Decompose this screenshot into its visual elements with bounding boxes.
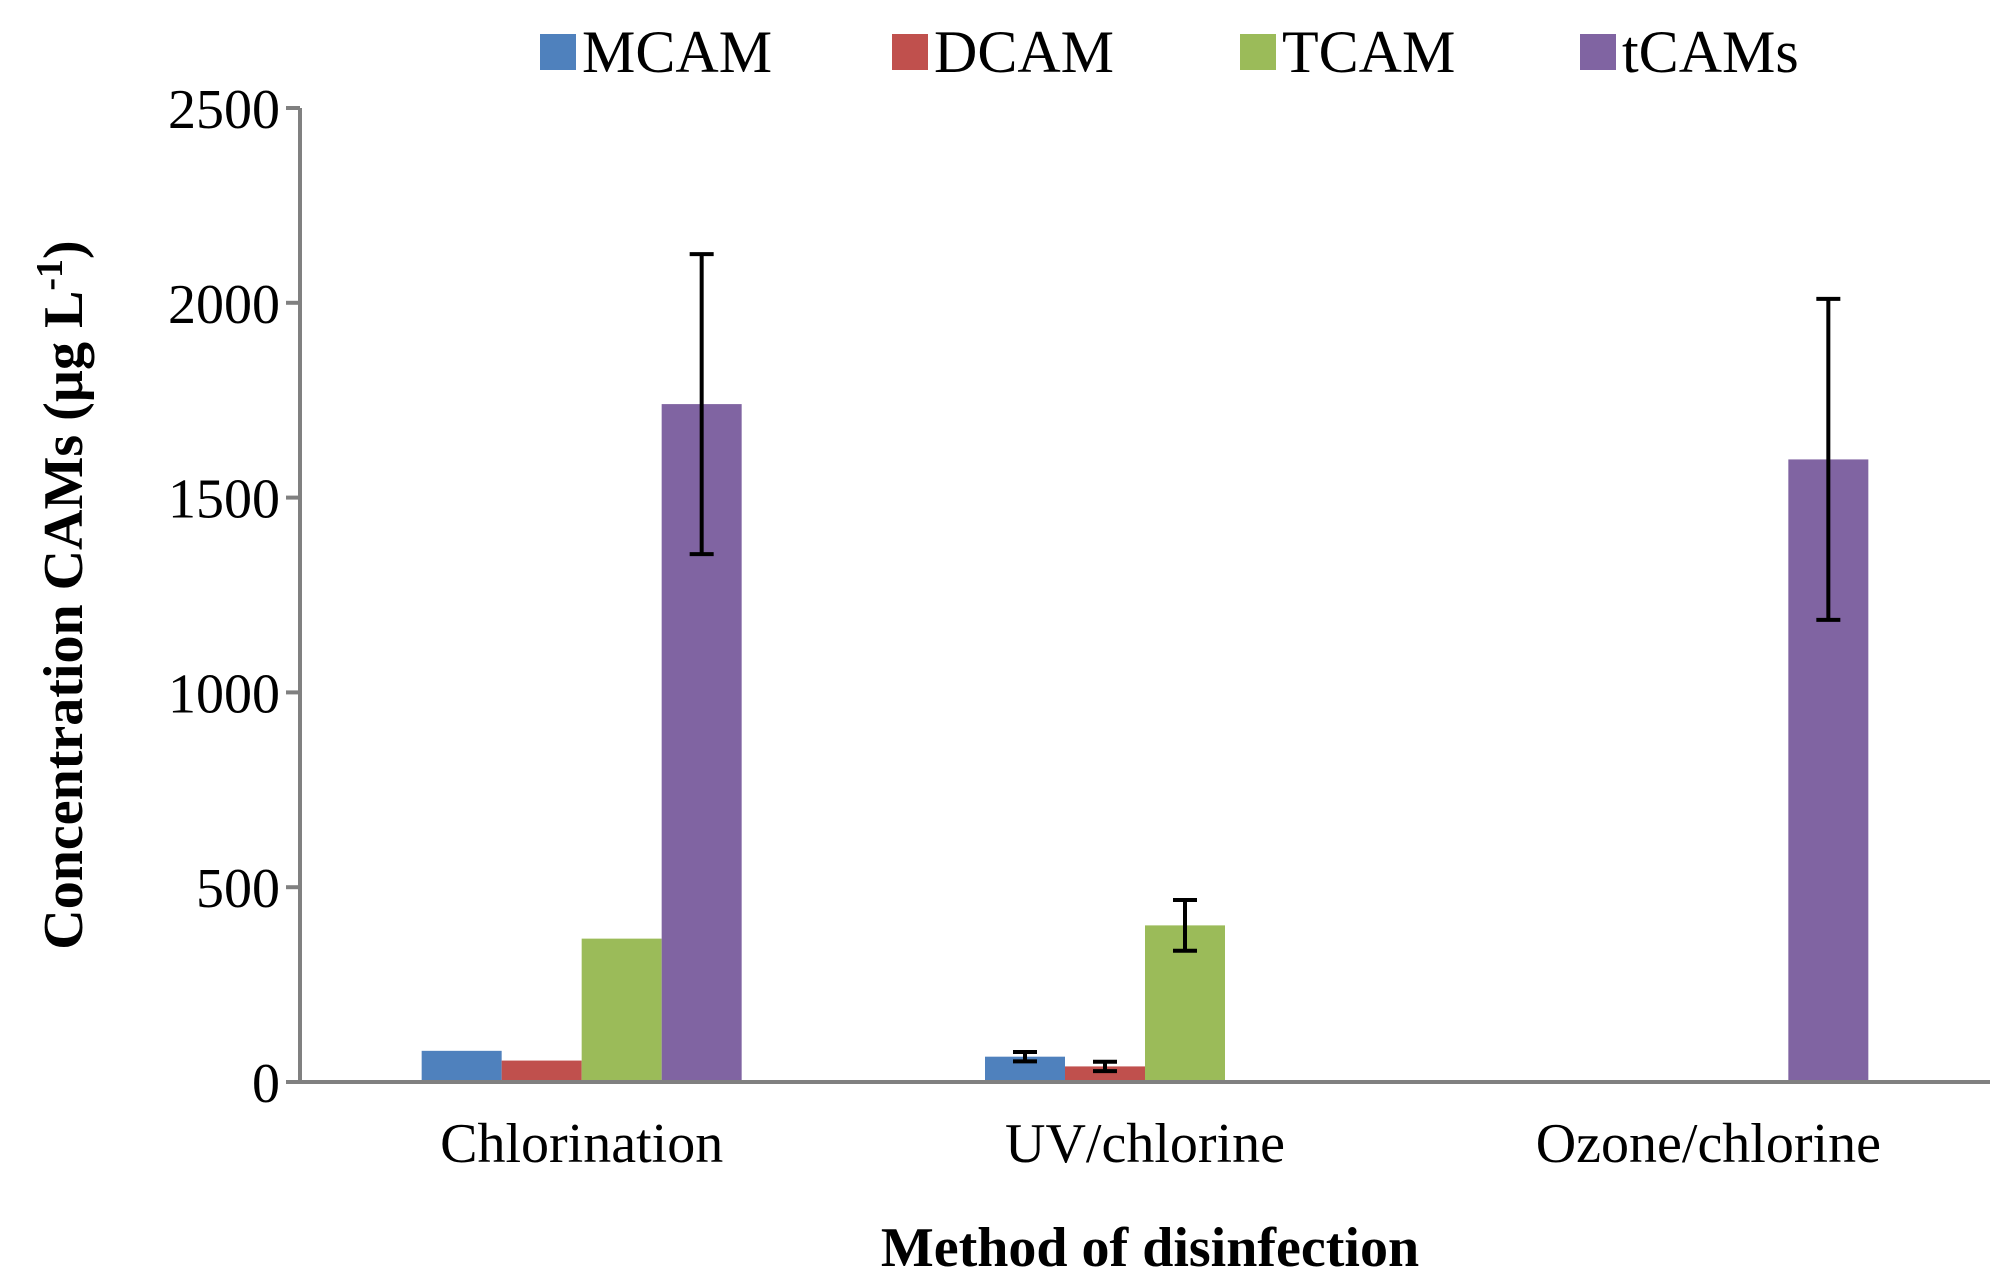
error-bar-MCAM-UV/chlorine [1013, 1050, 1037, 1064]
error-bars [689, 252, 1841, 1074]
y-axis-title: Concentration CAMs (µg L-1) [29, 240, 95, 949]
legend-item-MCAM: MCAM [540, 19, 772, 85]
legend-label-DCAM: DCAM [934, 19, 1114, 85]
error-bar-tCAMs-Chlorination [689, 252, 714, 557]
legend-label-tCAMs: tCAMs [1622, 19, 1799, 85]
legend-label-MCAM: MCAM [582, 19, 772, 85]
category-label-1: UV/chlorine [1005, 1113, 1285, 1175]
legend: MCAM DCAM TCAM tCAMs [540, 19, 1799, 85]
y-tick-label-2000: 2000 [168, 274, 280, 336]
legend-item-TCAM: TCAM [1240, 19, 1455, 85]
y-tick-label-0: 0 [252, 1053, 280, 1115]
error-bar-DCAM-UV/chlorine [1093, 1059, 1117, 1074]
bar-TCAM-Chlorination [581, 938, 662, 1082]
y-tick-label-1500: 1500 [168, 469, 280, 531]
legend-item-tCAMs: tCAMs [1580, 19, 1799, 85]
legend-swatch-TCAM [1240, 34, 1276, 70]
bar-DCAM-Chlorination [501, 1060, 582, 1082]
legend-swatch-MCAM [540, 34, 576, 70]
category-label-0: Chlorination [440, 1113, 723, 1175]
legend-swatch-DCAM [892, 34, 928, 70]
y-axis-title-close: ) [33, 240, 95, 259]
category-labels: Chlorination UV/chlorine Ozone/chlorine [440, 1113, 1881, 1175]
x-axis-title: Method of disinfection [881, 1217, 1419, 1279]
legend-label-TCAM: TCAM [1282, 19, 1455, 85]
bar-DCAM-UV/chlorine [1065, 1066, 1145, 1082]
y-tick-label-2500: 2500 [168, 79, 280, 141]
bars [421, 404, 1869, 1082]
y-axis-title-main: Concentration CAMs (µg L [33, 291, 95, 950]
y-axis-ticks: 0 500 1000 1500 2000 2500 [168, 79, 300, 1115]
legend-swatch-tCAMs [1580, 34, 1616, 70]
error-bar-TCAM-UV/chlorine [1173, 898, 1197, 953]
category-label-2: Ozone/chlorine [1536, 1113, 1881, 1175]
y-tick-label-1000: 1000 [168, 663, 280, 725]
legend-item-DCAM: DCAM [892, 19, 1114, 85]
bar-MCAM-Chlorination [421, 1050, 502, 1082]
error-bar-tCAMs-Ozone/chlorine [1816, 296, 1841, 622]
axes [298, 108, 1990, 1084]
y-axis-title-superscript: -1 [29, 259, 71, 291]
y-tick-label-500: 500 [196, 858, 280, 920]
